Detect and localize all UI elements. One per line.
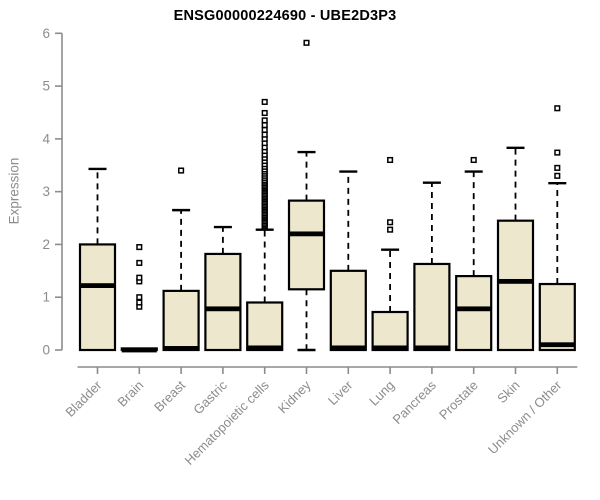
median-line <box>247 345 283 351</box>
outlier-point <box>261 117 268 124</box>
boxplot-lung <box>371 156 409 352</box>
outlier-point <box>261 122 268 129</box>
boxplot-pancreas <box>413 181 451 352</box>
y-tick-label: 5 <box>42 79 50 94</box>
y-tick-label: 3 <box>42 184 50 199</box>
box-body <box>78 243 117 352</box>
outlier-point <box>136 294 143 301</box>
boxplot-skin <box>496 146 535 352</box>
outlier-point <box>387 156 394 164</box>
box-body <box>329 269 367 352</box>
box-body <box>371 310 409 352</box>
box-body <box>538 282 576 352</box>
median-line <box>289 231 324 237</box>
box-body <box>246 301 284 352</box>
y-tick-label: 0 <box>42 343 50 358</box>
y-tick-label: 1 <box>42 290 50 305</box>
outlier-point <box>261 126 268 133</box>
x-tick-label-lung: Lung <box>366 378 397 409</box>
box-body <box>162 289 200 352</box>
boxplot-hematopoietic-cells <box>246 98 284 352</box>
outlier-point <box>136 259 143 266</box>
median-line <box>163 346 199 351</box>
median-line <box>372 345 408 351</box>
box-body <box>496 219 535 352</box>
box-body <box>413 262 451 352</box>
outlier-point <box>136 244 143 251</box>
x-tick-label-unknown-other: Unknown / Other <box>485 377 565 457</box>
boxplot-gastric <box>204 225 242 352</box>
outlier-point <box>554 172 561 179</box>
x-tick-label-prostate: Prostate <box>436 378 481 423</box>
x-tick-label-bladder: Bladder <box>62 377 105 420</box>
y-axis: 0 1 2 3 4 5 6 <box>42 26 63 358</box>
boxplot-kidney <box>287 39 326 352</box>
y-tick-label: 4 <box>42 131 50 146</box>
median-line <box>456 306 492 312</box>
boxplot-bladder <box>78 167 117 352</box>
boxplot-breast <box>162 167 200 352</box>
chart-title: ENSG00000224690 - UBE2D3P3 <box>173 8 397 24</box>
y-tick-label: 6 <box>42 26 50 41</box>
outlier-point <box>136 274 143 281</box>
median-line <box>539 342 575 348</box>
boxplot-prostate <box>455 156 493 352</box>
y-tick-label: 2 <box>42 237 50 252</box>
x-tick-label-gastric: Gastric <box>190 377 230 417</box>
boxplot-liver <box>329 170 367 352</box>
outlier-point <box>303 39 310 46</box>
outlier-point <box>136 299 143 306</box>
outlier-point <box>554 105 561 112</box>
median-line <box>121 347 157 353</box>
outlier-point <box>387 226 394 233</box>
median-line <box>498 278 533 284</box>
outlier-point <box>554 149 561 156</box>
box-body <box>455 275 493 352</box>
median-line <box>80 283 115 289</box>
outlier-point <box>554 164 561 171</box>
x-tick-label-breast: Breast <box>151 377 188 414</box>
boxplot-brain <box>120 244 158 353</box>
box-body <box>287 199 326 291</box>
x-tick-label-kidney: Kidney <box>275 377 314 416</box>
x-tick-label-pancreas: Pancreas <box>390 377 440 427</box>
x-tick-label-skin: Skin <box>494 378 522 406</box>
median-line <box>330 345 366 351</box>
box-body <box>204 252 242 352</box>
boxplot-unknown-other <box>538 105 576 352</box>
outlier-point <box>470 156 477 164</box>
outlier-point <box>178 167 185 174</box>
outlier-point <box>261 98 268 105</box>
x-tick-label-liver: Liver <box>325 377 356 408</box>
outlier-point <box>261 131 268 138</box>
median-line <box>205 306 241 312</box>
outlier-point <box>387 219 394 226</box>
outlier-point <box>261 109 268 117</box>
x-tick-label-brain: Brain <box>114 378 146 410</box>
median-line <box>414 345 450 351</box>
